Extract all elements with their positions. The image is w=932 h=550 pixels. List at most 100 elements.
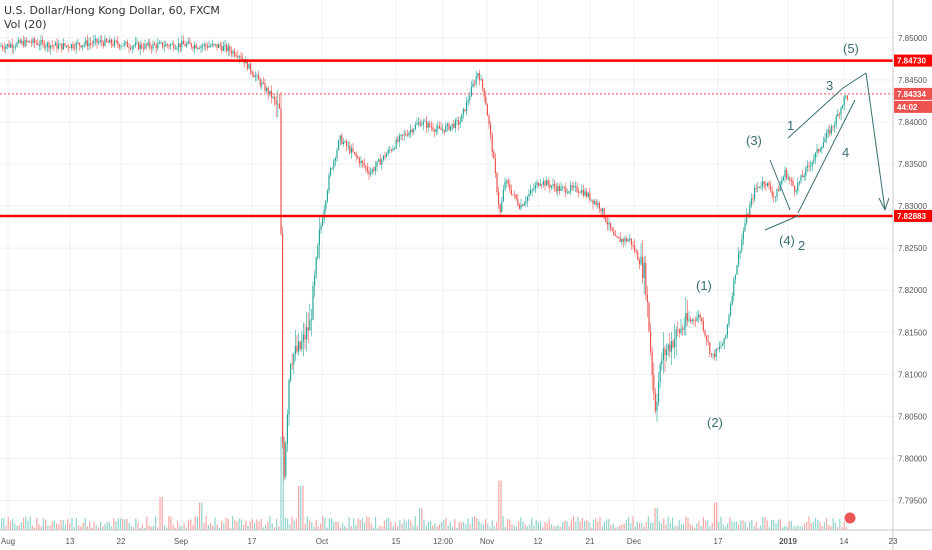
candle-body: [490, 124, 492, 135]
volume-bars: [1, 436, 847, 530]
candle-body: [542, 181, 544, 185]
candle-body: [797, 182, 799, 191]
candle-body: [315, 257, 317, 276]
candle-body: [821, 147, 823, 150]
candle-body: [475, 76, 477, 84]
candle-body: [258, 75, 260, 80]
candle-body: [291, 363, 293, 365]
wave-trend-line[interactable]: [842, 72, 867, 89]
candle-body: [787, 178, 789, 179]
candle-body: [251, 71, 253, 75]
volume-bar: [106, 522, 108, 530]
candle-body: [738, 253, 740, 266]
time-axis[interactable]: Aug 13 22 Sep 17 Oct 15 12:00 Nov 12 21 Dec 17 2019 14…: [0, 529, 932, 546]
candle-body: [458, 120, 460, 125]
y-tick-label: 7.80500: [898, 412, 927, 421]
volume-bar: [403, 519, 405, 530]
candle-body: [400, 134, 402, 136]
candle-body: [525, 201, 527, 204]
horizontal-levels[interactable]: [0, 59, 893, 218]
volume-bar: [537, 522, 539, 530]
candle-body: [557, 186, 559, 192]
candle-body: [118, 44, 120, 48]
wave-trend-line[interactable]: [865, 72, 886, 211]
volume-bar: [744, 521, 746, 530]
volume-bar: [38, 524, 40, 530]
candle-body: [277, 103, 279, 105]
candle-body: [448, 123, 450, 130]
candle-body: [334, 158, 336, 161]
volume-bar: [152, 525, 154, 530]
candle-body: [758, 186, 760, 188]
candle-body: [451, 123, 453, 126]
candle-body: [626, 238, 628, 242]
volume-bar: [93, 522, 95, 530]
wave-trend-line[interactable]: [787, 87, 844, 139]
volume-bar: [480, 523, 482, 530]
candle-body: [106, 38, 108, 42]
volume-bar: [722, 524, 724, 530]
volume-bar: [738, 524, 740, 530]
candle-body: [701, 317, 703, 322]
volume-bar: [388, 517, 390, 530]
candle-body: [818, 148, 820, 152]
volume-bar: [80, 526, 82, 530]
volume-bar: [518, 520, 520, 530]
candle-body: [126, 41, 128, 48]
candle-body: [85, 40, 87, 45]
candle-body: [837, 113, 839, 117]
volume-bar: [592, 519, 594, 530]
price-tag-label: 7.84730: [897, 57, 926, 66]
candle-body: [267, 88, 269, 95]
candle-body: [619, 237, 621, 242]
candle-body: [464, 109, 466, 111]
volume-bar: [124, 519, 126, 530]
volume-bar: [67, 519, 69, 530]
wave-trend-line[interactable]: [769, 159, 791, 211]
candle-body: [646, 294, 648, 303]
wave-trend-line[interactable]: [797, 99, 856, 214]
volume-bar: [300, 486, 302, 530]
volume-bar: [526, 526, 528, 530]
wave-drawings[interactable]: [764, 72, 890, 231]
volume-bar: [628, 517, 630, 530]
candle-body: [416, 123, 418, 125]
wave-trend-line[interactable]: [764, 214, 801, 231]
volume-bar: [500, 480, 502, 530]
candle-body: [845, 95, 847, 97]
volume-bar: [91, 527, 93, 530]
volume-bar: [546, 523, 548, 530]
volume-bar: [718, 522, 720, 530]
volume-bar: [265, 524, 267, 530]
volume-bar: [227, 518, 229, 530]
volume-bar: [1, 518, 3, 530]
candle-body: [237, 56, 239, 58]
price-axis[interactable]: 7.85000 7.84500 7.84000 7.83500 7.83000 7.825…: [892, 0, 932, 550]
candle-body: [661, 360, 663, 365]
volume-bar: [298, 486, 300, 530]
volume-bar: [423, 519, 425, 530]
volume-bar: [201, 502, 203, 530]
flag-icon: [843, 511, 857, 525]
volume-bar: [31, 525, 33, 530]
candle-body: [688, 319, 690, 321]
candle-body: [710, 353, 712, 355]
y-tick-label: 7.82500: [898, 244, 927, 253]
volume-bar: [581, 517, 583, 530]
candle-body: [360, 160, 362, 164]
price-tag-label: 7.82883: [897, 212, 926, 221]
volume-bar: [729, 517, 731, 530]
volume-bar: [331, 517, 333, 530]
volume-bar: [108, 522, 110, 530]
candle-body: [419, 122, 421, 126]
candle-body: [16, 42, 18, 47]
candle-body: [658, 381, 660, 402]
candle-body: [664, 348, 666, 356]
candle-body: [822, 142, 824, 148]
candle-body: [246, 60, 248, 69]
candle-body: [472, 83, 474, 87]
candle-body: [42, 40, 44, 42]
candle-body: [469, 96, 471, 101]
volume-bar: [544, 521, 546, 530]
